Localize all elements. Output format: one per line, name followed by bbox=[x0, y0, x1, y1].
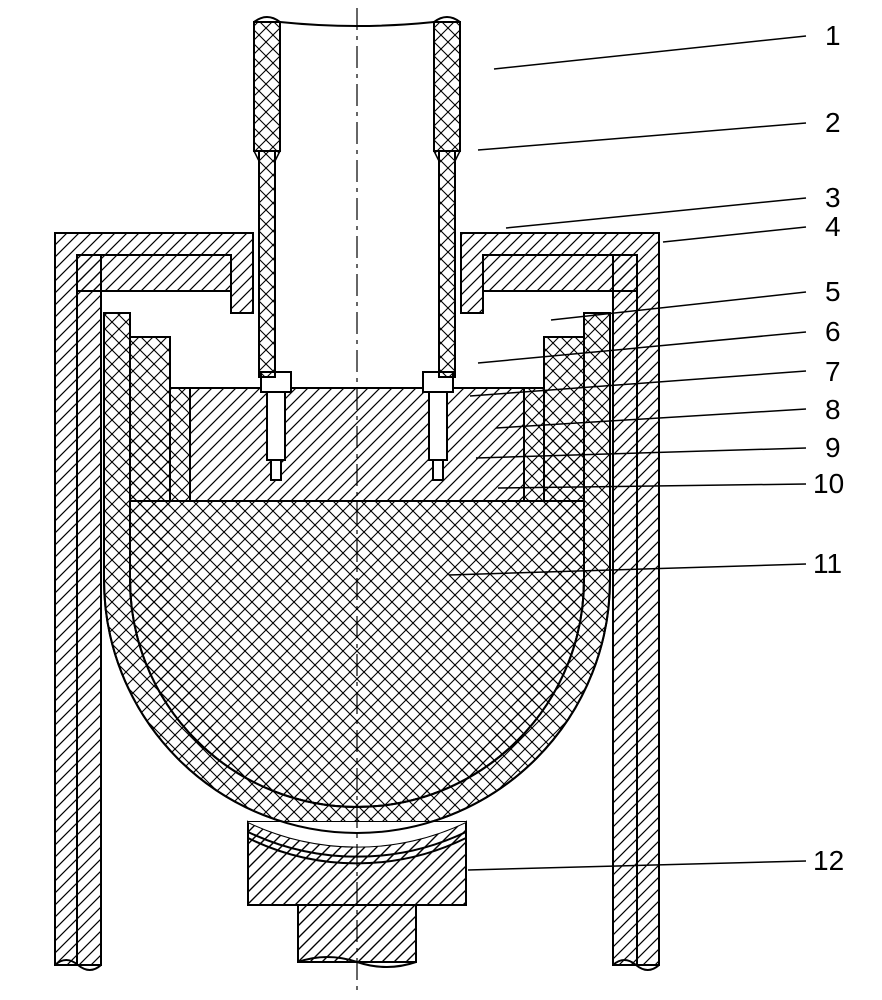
callout-11: 11 bbox=[813, 548, 842, 579]
callout-12: 12 bbox=[813, 845, 844, 876]
callout-5: 5 bbox=[825, 276, 841, 307]
rod-left-wall bbox=[254, 22, 280, 151]
leader-1 bbox=[494, 36, 806, 69]
callout-8: 8 bbox=[825, 394, 841, 425]
leader-3 bbox=[506, 198, 806, 228]
leader-5 bbox=[551, 292, 806, 320]
callout-3: 3 bbox=[825, 182, 841, 213]
leader-4 bbox=[663, 227, 806, 242]
callout-6: 6 bbox=[825, 316, 841, 347]
callout-9: 9 bbox=[825, 432, 841, 463]
sleeve-left-wall bbox=[259, 151, 275, 377]
sleeve-right-wall bbox=[439, 151, 455, 377]
callout-7: 7 bbox=[825, 356, 841, 387]
callout-labels: 123456789101112 bbox=[813, 20, 844, 876]
leader-2 bbox=[478, 123, 806, 150]
callout-2: 2 bbox=[825, 107, 841, 138]
cross-section-diagram: 123456789101112 bbox=[0, 0, 882, 1000]
callout-10: 10 bbox=[813, 468, 844, 499]
rod-right-wall bbox=[434, 22, 460, 151]
callout-4: 4 bbox=[825, 211, 841, 242]
callout-1: 1 bbox=[825, 20, 841, 51]
